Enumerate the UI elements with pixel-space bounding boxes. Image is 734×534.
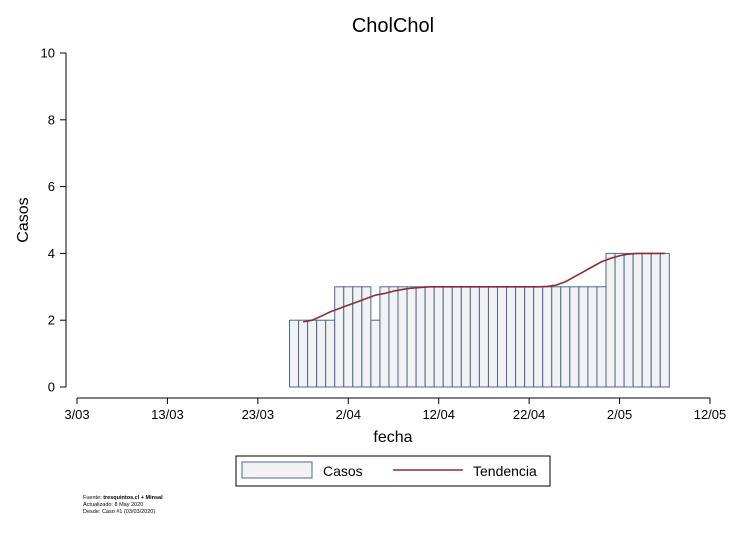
bar [614, 252, 625, 388]
x-axis-title: fecha [373, 429, 412, 446]
bar [506, 286, 517, 388]
legend-label-tendencia: Tendencia [473, 463, 537, 479]
bar [650, 252, 661, 388]
footnote-updated: Actualizado: 8 May 2020 [83, 502, 144, 508]
bar [478, 286, 489, 388]
bar [569, 286, 580, 388]
x-tick-label: 2/05 [607, 407, 632, 422]
legend-label-casos: Casos [323, 463, 363, 479]
bar [307, 319, 318, 388]
footnote-source-prefix: Fuente: [83, 495, 104, 501]
bar [496, 286, 508, 388]
chart-title: CholChol [352, 15, 434, 37]
bar [469, 286, 480, 388]
bar [424, 286, 435, 388]
bar [289, 319, 300, 388]
x-tick-label: 12/05 [694, 407, 727, 422]
x-tick-label: 23/03 [242, 407, 275, 422]
x-tick-label: 2/04 [336, 407, 361, 422]
bar [641, 252, 652, 388]
bar [325, 319, 336, 388]
bar [343, 286, 354, 388]
bar [587, 286, 598, 388]
bar [551, 286, 562, 388]
footnote-since: Desde: Caso #1 (03/03/2020) [83, 509, 156, 515]
bar [460, 286, 471, 388]
y-axis-title: Casos [15, 197, 32, 242]
bar [406, 286, 417, 388]
bar [361, 286, 372, 388]
y-tick-label: 2 [48, 313, 55, 328]
bar [415, 286, 426, 388]
x-tick-label: 12/04 [422, 407, 455, 422]
bar [659, 252, 670, 388]
bar [524, 286, 535, 388]
y-tick-label: 6 [48, 179, 55, 194]
bar [397, 286, 408, 388]
bar [316, 319, 327, 388]
legend-swatch-casos [241, 461, 313, 479]
bar [334, 286, 345, 388]
bar [560, 286, 571, 388]
y-tick-label: 0 [48, 380, 55, 395]
bar [578, 286, 589, 388]
bars-group [289, 252, 670, 388]
bar [379, 286, 390, 388]
legend: Casos Tendencia [235, 455, 551, 487]
y-tick-label: 4 [48, 246, 55, 261]
y-tick-label: 8 [48, 112, 55, 127]
bar [442, 286, 453, 388]
x-tick-label: 22/04 [513, 407, 546, 422]
bar [632, 252, 643, 388]
bar [605, 252, 616, 388]
y-tick-label: 10 [41, 46, 55, 61]
bar [515, 286, 526, 388]
bar [388, 286, 399, 388]
bar [487, 286, 498, 388]
bar [623, 252, 634, 388]
trend-group [302, 252, 665, 323]
axes-group: 0 2 4 6 8 10 3/03 13/03 23/03 2/04 12/04 22/04 2/05 1… [41, 46, 727, 423]
bar [370, 319, 381, 388]
bar [298, 319, 309, 388]
bar [596, 286, 607, 388]
footnote-source-name: tresquintos.cl + Minsal [103, 495, 163, 501]
x-tick-label: 3/03 [64, 407, 89, 422]
bar [433, 286, 444, 388]
bar [533, 286, 544, 388]
footnote-source: Fuente: tresquintos.cl + Minsal [83, 495, 163, 502]
legend-box [235, 455, 551, 487]
x-tick-label: 13/03 [151, 407, 184, 422]
bar [451, 286, 462, 388]
trend-line [302, 252, 665, 323]
footnote: Fuente: tresquintos.cl + Minsal Actualiz… [83, 495, 163, 516]
bar [542, 286, 553, 388]
